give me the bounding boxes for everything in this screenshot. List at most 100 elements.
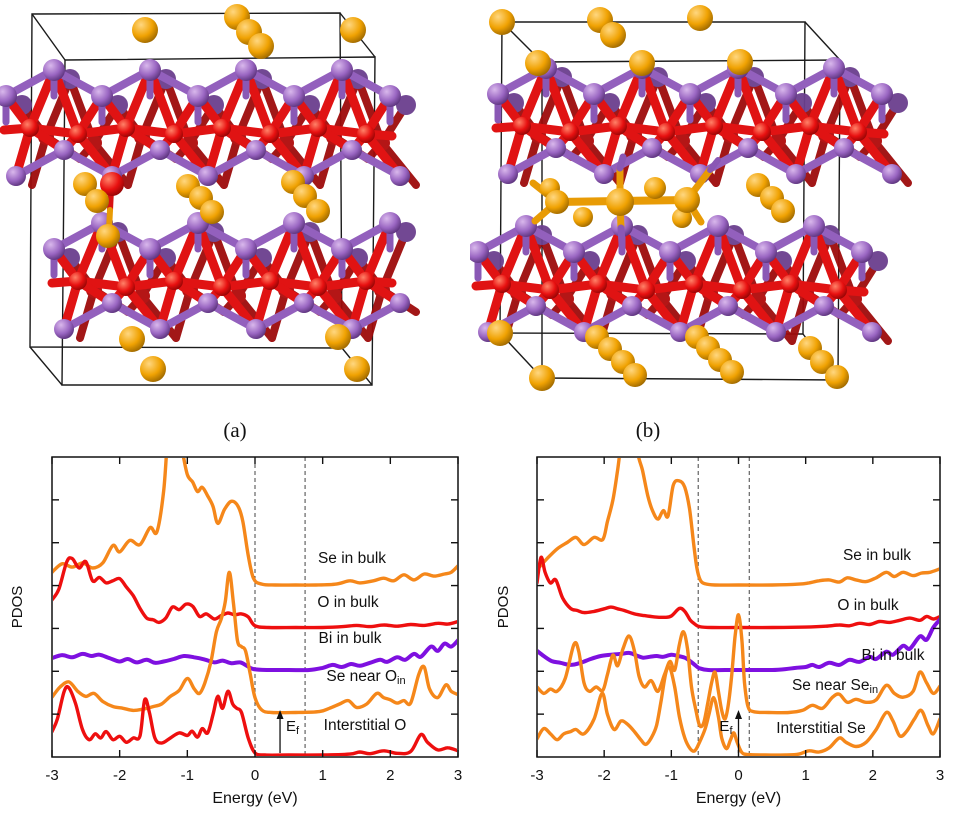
o-atom [829, 281, 847, 299]
unit-cell-edge [804, 21, 841, 61]
pdos-plot-right: -3 -2 -1 0 1 2 3 Energy (eV) PDOS Se in bulk O in … [495, 456, 944, 807]
bi-atom [246, 319, 266, 339]
bi-atom [198, 293, 218, 313]
bi-atom [786, 164, 806, 184]
series-label: Bi in bulk [862, 647, 925, 664]
pdos-curve-o-in-bulk [538, 555, 939, 630]
crystal-structure-a [0, 4, 420, 386]
bi-atom [379, 85, 401, 107]
o-atom [21, 119, 39, 137]
bond [616, 153, 627, 172]
bi-atom [755, 241, 777, 263]
fermi-label-subscript: f [729, 725, 733, 737]
se-atom [545, 190, 569, 214]
bond [870, 137, 912, 187]
bi-atom [871, 83, 893, 105]
bi-atom [470, 241, 489, 263]
bi-atom [679, 83, 701, 105]
x-tick-label: -1 [665, 767, 678, 784]
x-tick-label: -1 [181, 767, 194, 784]
bi-atom [331, 59, 353, 81]
se-atom [674, 187, 700, 213]
bond [378, 139, 420, 189]
bi-atom [834, 138, 854, 158]
bi-atom [526, 296, 546, 316]
x-tick-label: -2 [597, 767, 610, 784]
bi-atom [283, 212, 305, 234]
fermi-arrowhead [276, 710, 284, 719]
o-atom [801, 117, 819, 135]
pdos-curve-se-in-bulk [53, 458, 457, 587]
fermi-label-subscript: f [296, 725, 300, 737]
fermi-label: Ef [719, 718, 733, 737]
pdos-plot-left: -3 -2 -1 0 1 2 3 Energy (eV) PDOS Se in bulk O in … [9, 456, 462, 807]
o-atom [781, 275, 799, 293]
x-tick-label: 1 [318, 767, 326, 784]
x-axis-label: Energy (eV) [696, 790, 781, 807]
series-label: O in bulk [317, 594, 378, 611]
bi2o2-slab [487, 57, 912, 187]
o-bond-rail [0, 123, 397, 141]
bi-atom [487, 83, 509, 105]
o-atom [357, 125, 375, 143]
y-axis-label: PDOS [495, 586, 512, 629]
x-tick-label: 0 [734, 767, 742, 784]
x-tick-label: 2 [386, 767, 394, 784]
bond [617, 224, 626, 248]
se-atom [340, 17, 366, 43]
se-atom [200, 200, 224, 224]
bond [733, 63, 767, 137]
bi-atom [235, 238, 257, 260]
fermi-label: Ef [286, 718, 300, 737]
bi-atom [622, 296, 642, 316]
bond [850, 295, 892, 345]
bi2o2-slab [470, 215, 892, 345]
series-label-subscript: in [870, 684, 879, 696]
bi-atom [43, 59, 65, 81]
bond [637, 63, 671, 137]
x-tick-label: 2 [869, 767, 877, 784]
bi-atom [6, 166, 26, 186]
series-label: O in bulk [837, 597, 898, 614]
fermi-arrowhead [735, 710, 742, 719]
pdos-curve-se-near-o [53, 570, 457, 715]
pdos-curve-bi-in-bulk [53, 638, 457, 673]
o-atom [685, 275, 703, 293]
bi-atom [583, 83, 605, 105]
series-label: Interstitial Se [776, 720, 866, 737]
bi-atom [379, 212, 401, 234]
o-atom [100, 172, 124, 196]
bi-atom [0, 85, 17, 107]
se-atom [644, 177, 666, 199]
bond [617, 221, 651, 295]
o-atom [849, 123, 867, 141]
x-tick-label: -3 [530, 767, 543, 784]
bi-atom [515, 215, 537, 237]
o-atom [117, 119, 135, 137]
pdos-curve-interstitial-se [538, 665, 939, 756]
bi-atom [642, 138, 662, 158]
curves [53, 458, 457, 756]
pdos-curve-interstitial-o [53, 684, 457, 756]
se-atom [573, 207, 593, 227]
bi-atom [563, 241, 585, 263]
o-atom [561, 123, 579, 141]
bi-atom [718, 296, 738, 316]
curves [538, 458, 939, 756]
o-atom [69, 125, 87, 143]
bi-atom [851, 241, 873, 263]
series-label: Se in bulk [843, 547, 911, 564]
x-tick-label: -3 [45, 767, 58, 784]
bi-atom [738, 138, 758, 158]
interstitial-se-defect [529, 153, 721, 248]
bi2o2-slab [0, 59, 420, 189]
bi-atom [139, 59, 161, 81]
o-atom [261, 272, 279, 290]
o-atom [357, 272, 375, 290]
bi-atom [390, 166, 410, 186]
se-atom [720, 360, 744, 384]
bi-atom [198, 166, 218, 186]
se-atom [248, 33, 274, 59]
bond [521, 221, 555, 295]
bi-atom [91, 85, 113, 107]
